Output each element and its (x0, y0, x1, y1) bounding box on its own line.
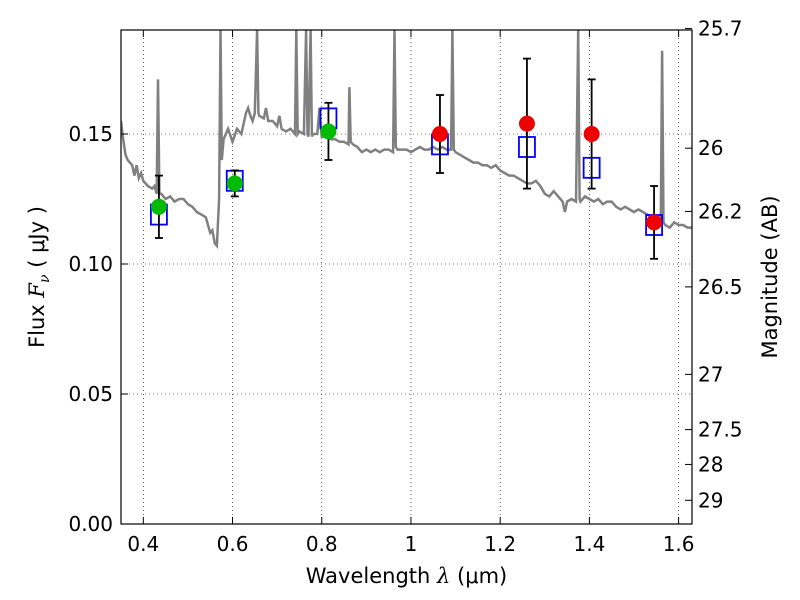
magnitude-tick-label: 26.5 (698, 275, 743, 299)
plot-frame (120, 29, 693, 525)
spectrum-line (121, 30, 692, 250)
magnitude-tick-label: 26 (698, 136, 723, 160)
observed-point (518, 115, 535, 132)
x-tick-label: 0.6 (217, 532, 249, 556)
observed-point (320, 123, 337, 140)
y-tick-label: 0.05 (68, 382, 113, 406)
magnitude-tick-label: 25.7 (698, 17, 743, 41)
y-tick-label: 0.00 (68, 512, 113, 536)
y-tick-label: 0.10 (68, 252, 113, 276)
observed-point (226, 175, 243, 192)
x-tick-label: 0.8 (306, 532, 338, 556)
magnitude-tick-label: 26.2 (698, 199, 743, 223)
magnitude-tick-label: 29 (698, 488, 723, 512)
y-axis-ticks: 0.00 0.05 0.10 0.15 (68, 122, 128, 536)
x-axis-ticks: 0.4 0.6 0.8 1 1.2 1.4 1.6 (127, 30, 695, 556)
x-tick-label: 0.4 (127, 532, 159, 556)
magnitude-axis-label: Magnitude (AB) (758, 195, 782, 358)
x-tick-label: 1.4 (573, 532, 605, 556)
x-tick-label: 1.6 (663, 532, 695, 556)
magnitude-tick-label: 27.5 (698, 418, 743, 442)
observed-point (583, 126, 600, 142)
y-axis-label: Flux Fν ( μJy ) (25, 206, 53, 348)
x-tick-label: 1 (405, 532, 418, 556)
observed-points (150, 57, 663, 260)
observed-point (646, 214, 663, 231)
x-tick-label: 1.2 (484, 532, 516, 556)
magnitude-tick-label: 28 (698, 452, 723, 476)
x-axis-label: Wavelength λ (μm) (306, 564, 507, 588)
grid (121, 30, 692, 524)
magnitude-tick-label: 27 (698, 362, 723, 386)
observed-point (150, 198, 167, 215)
observed-point (431, 126, 448, 142)
y-tick-label: 0.15 (68, 122, 113, 146)
magnitude-axis-ticks: 25.7 26 26.2 26.5 27 27.5 28 29 (685, 17, 743, 512)
